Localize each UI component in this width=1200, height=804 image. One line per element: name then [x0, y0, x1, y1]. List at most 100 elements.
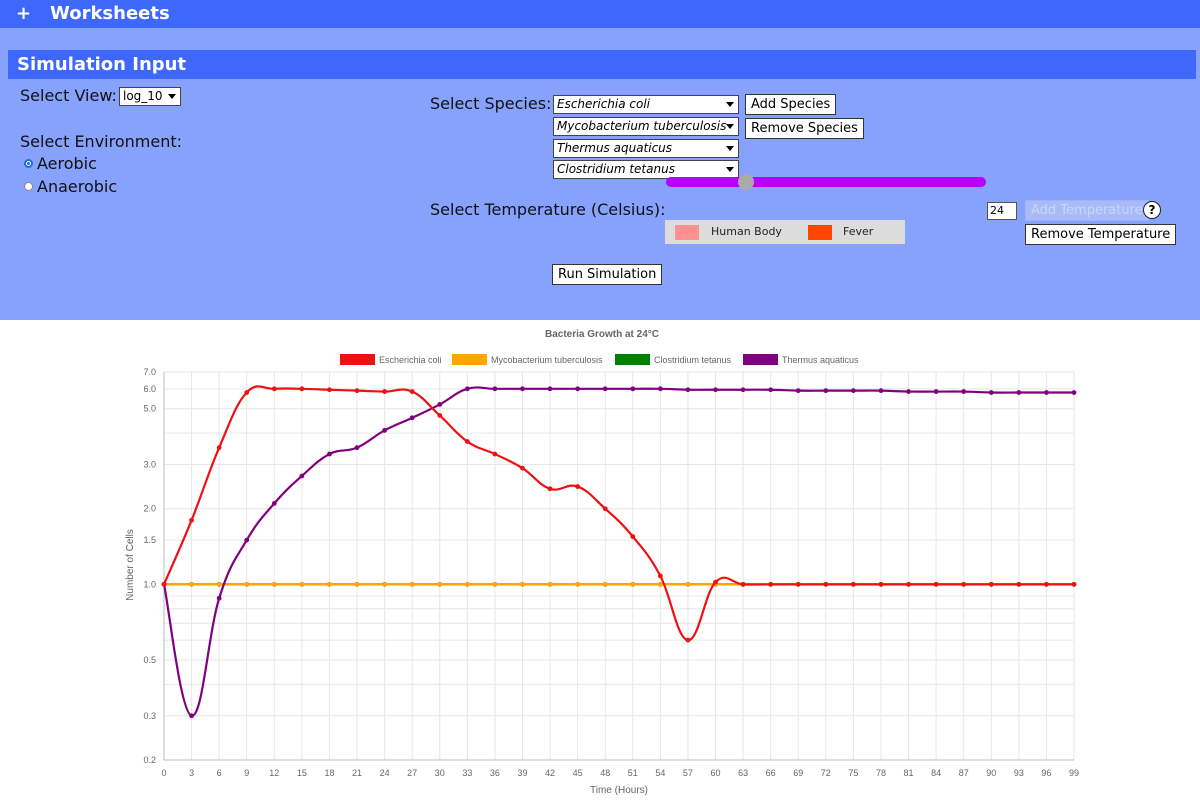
- y-axis-ticks: 0.2 0.3 0.5 1.0 1.5 2.0 3.0 5.0 6.0 7.0: [143, 367, 156, 765]
- x-tick-label: 21: [352, 768, 362, 778]
- temperature-input[interactable]: 24: [987, 202, 1017, 220]
- data-point-thermus-aquaticus: [878, 388, 884, 394]
- add-temperature-button[interactable]: Add Temperature: [1025, 200, 1149, 221]
- data-point-thermus-aquaticus: [382, 427, 388, 433]
- data-point-escherichia-coli: [630, 534, 636, 539]
- y-tick-label: 0.2: [143, 755, 156, 765]
- x-tick-label: 3: [189, 768, 194, 778]
- x-tick-label: 72: [821, 768, 831, 778]
- data-point-escherichia-coli: [354, 388, 360, 394]
- chevron-down-icon: [726, 124, 734, 129]
- legend-label[interactable]: Mycobacterium tuberculosis: [491, 355, 603, 365]
- legend-swatch[interactable]: [615, 354, 650, 365]
- remove-species-button[interactable]: Remove Species: [745, 118, 864, 139]
- data-point-mycobacterium-tuberculosis: [602, 581, 608, 587]
- data-point-escherichia-coli: [685, 637, 691, 643]
- data-point-escherichia-coli: [161, 581, 167, 587]
- worksheets-title[interactable]: Worksheets: [50, 3, 170, 24]
- anaerobic-label: Anaerobic: [37, 177, 118, 196]
- species-select-1-value: Escherichia coli: [557, 97, 650, 111]
- legend-swatch[interactable]: [340, 354, 375, 365]
- chart-title: Bacteria Growth at 24°C: [545, 329, 659, 340]
- data-point-thermus-aquaticus: [795, 388, 801, 394]
- data-point-thermus-aquaticus: [988, 390, 994, 395]
- data-point-escherichia-coli: [740, 581, 746, 587]
- run-simulation-button[interactable]: Run Simulation: [552, 264, 663, 285]
- legend-swatch[interactable]: [743, 354, 778, 365]
- legend-swatch[interactable]: [452, 354, 487, 365]
- x-tick-label: 84: [931, 768, 941, 778]
- data-point-escherichia-coli: [1071, 581, 1077, 587]
- data-point-thermus-aquaticus: [657, 386, 663, 392]
- x-tick-label: 12: [269, 768, 279, 778]
- simulation-input-panel: Simulation Input Select View: log_10 Sel…: [0, 28, 1200, 320]
- panel-title: Simulation Input: [8, 50, 1196, 79]
- x-tick-label: 18: [324, 768, 334, 778]
- data-point-escherichia-coli: [906, 581, 911, 587]
- y-tick-label: 1.0: [143, 579, 156, 589]
- human-body-label[interactable]: Human Body: [711, 225, 782, 238]
- data-point-thermus-aquaticus: [189, 713, 194, 719]
- expand-plus-icon[interactable]: +: [16, 3, 32, 24]
- legend-label[interactable]: Thermus aquaticus: [782, 355, 859, 365]
- remove-temperature-button[interactable]: Remove Temperature: [1025, 224, 1177, 245]
- data-point-escherichia-coli: [575, 484, 581, 489]
- data-point-thermus-aquaticus: [961, 389, 967, 394]
- species-select-4[interactable]: Clostridium tetanus: [553, 160, 739, 179]
- fever-label[interactable]: Fever: [843, 225, 874, 238]
- legend-label[interactable]: Escherichia coli: [379, 355, 442, 365]
- x-tick-label: 24: [380, 768, 390, 778]
- temperature-slider-thumb[interactable]: [738, 174, 754, 190]
- data-point-thermus-aquaticus: [713, 387, 718, 393]
- data-point-escherichia-coli: [823, 581, 829, 587]
- anaerobic-radio[interactable]: [24, 182, 33, 191]
- human-body-swatch[interactable]: [675, 225, 699, 240]
- view-select[interactable]: log_10: [119, 87, 181, 106]
- x-tick-label: 15: [297, 768, 307, 778]
- data-point-thermus-aquaticus: [520, 386, 525, 392]
- data-point-escherichia-coli: [492, 451, 498, 457]
- data-point-thermus-aquaticus: [464, 386, 470, 392]
- fever-swatch[interactable]: [808, 225, 832, 240]
- species-select-1[interactable]: Escherichia coli: [553, 95, 739, 114]
- y-tick-label: 5.0: [143, 404, 156, 414]
- data-point-escherichia-coli: [657, 573, 663, 579]
- species-select-4-value: Clostridium tetanus: [557, 162, 675, 176]
- data-point-thermus-aquaticus: [740, 387, 746, 393]
- species-select-3[interactable]: Thermus aquaticus: [553, 139, 739, 158]
- data-point-thermus-aquaticus: [354, 445, 360, 451]
- aerobic-label: Aerobic: [37, 154, 97, 173]
- x-tick-label: 27: [407, 768, 417, 778]
- x-tick-label: 99: [1069, 768, 1079, 778]
- y-tick-label: 3.0: [143, 459, 156, 469]
- species-select-2[interactable]: Mycobacterium tuberculosis: [553, 117, 739, 136]
- data-point-escherichia-coli: [713, 579, 718, 585]
- data-point-thermus-aquaticus: [547, 386, 553, 392]
- data-point-escherichia-coli: [464, 439, 470, 444]
- growth-chart-svg: Bacteria Growth at 24°C Escherichia coli…: [125, 329, 1079, 796]
- legend-label[interactable]: Clostridium tetanus: [654, 355, 732, 365]
- temperature-slider[interactable]: [666, 174, 986, 190]
- help-icon[interactable]: ?: [1143, 201, 1161, 219]
- data-point-thermus-aquaticus: [768, 387, 774, 393]
- x-tick-label: 96: [1041, 768, 1051, 778]
- y-tick-label: 0.5: [143, 655, 156, 665]
- data-point-mycobacterium-tuberculosis: [520, 581, 525, 587]
- data-point-escherichia-coli: [437, 413, 443, 418]
- y-tick-label: 6.0: [143, 384, 156, 394]
- add-species-button[interactable]: Add Species: [745, 94, 837, 115]
- x-tick-label: 75: [848, 768, 858, 778]
- data-point-escherichia-coli: [602, 506, 608, 512]
- aerobic-radio[interactable]: [24, 159, 33, 168]
- x-tick-label: 54: [655, 768, 665, 778]
- data-point-escherichia-coli: [299, 386, 305, 392]
- x-tick-label: 9: [244, 768, 249, 778]
- data-point-escherichia-coli: [795, 581, 801, 587]
- worksheets-bar[interactable]: + Worksheets: [0, 0, 1200, 28]
- data-point-thermus-aquaticus: [685, 387, 691, 393]
- data-point-escherichia-coli: [547, 486, 553, 492]
- data-point-thermus-aquaticus: [1016, 390, 1022, 395]
- data-point-thermus-aquaticus: [906, 389, 911, 394]
- y-tick-label: 1.5: [143, 535, 156, 545]
- growth-chart: Bacteria Growth at 24°C Escherichia coli…: [0, 320, 1200, 800]
